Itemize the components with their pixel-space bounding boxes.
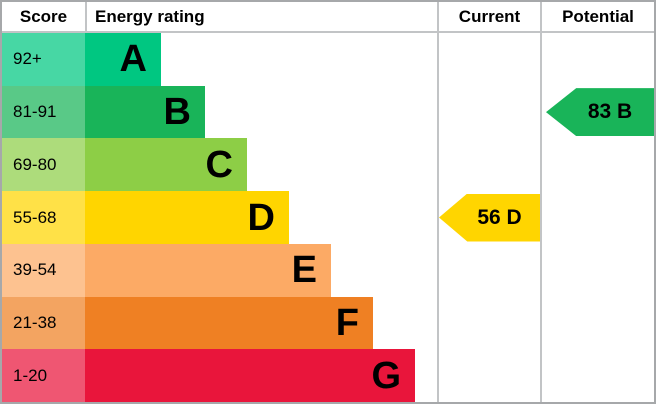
current-column-cell — [437, 296, 542, 350]
potential-column-cell — [542, 244, 654, 297]
current-column-cell — [437, 85, 542, 139]
current-column-cell — [437, 33, 542, 86]
rating-bar: E — [85, 243, 331, 297]
band-row-a: 92+ A — [2, 33, 654, 86]
score-range: 55-68 — [2, 191, 85, 244]
header-potential: Potential — [562, 6, 634, 26]
score-range: 81-91 — [2, 85, 85, 139]
potential-rating-arrow: 83 B — [546, 88, 654, 137]
potential-column-cell — [542, 33, 654, 86]
rating-bar-track: A — [85, 33, 437, 86]
band-row-e: 39-54 E — [2, 243, 654, 297]
rating-bar: C — [85, 138, 247, 192]
score-range: 1-20 — [2, 349, 85, 403]
rating-bar: A — [85, 33, 161, 86]
score-range: 69-80 — [2, 138, 85, 192]
rating-bar-track: E — [85, 243, 437, 297]
rating-bar: F — [85, 296, 373, 350]
current-column-cell — [437, 349, 542, 403]
potential-column-cell — [542, 349, 654, 402]
current-column-cell: 56 D — [437, 191, 542, 244]
header-score: Score — [19, 6, 68, 26]
header-current: Current — [437, 2, 542, 31]
rating-bar-track: F — [85, 296, 437, 350]
score-range: 92+ — [2, 33, 85, 86]
band-row-g: 1-20 G — [2, 349, 654, 403]
score-range: 39-54 — [2, 243, 85, 297]
band-row-c: 69-80 C — [2, 138, 654, 192]
potential-column-cell — [542, 191, 654, 244]
band-row-f: 21-38 F — [2, 296, 654, 350]
current-column-cell — [437, 138, 542, 192]
potential-column-cell — [542, 297, 654, 350]
current-column-cell — [437, 243, 542, 297]
rating-bar-track: D — [85, 191, 437, 244]
band-row-d: 55-68 D 56 D — [2, 191, 654, 244]
rating-bar-track: G — [85, 349, 437, 403]
rating-bar-track: B — [85, 85, 437, 139]
rating-bar: D — [85, 191, 289, 244]
score-range: 21-38 — [2, 296, 85, 350]
header-row: Score Energy rating Current Potential — [2, 2, 654, 33]
rating-bar: B — [85, 85, 205, 139]
potential-column-cell — [542, 138, 654, 191]
rating-bar-track: C — [85, 138, 437, 192]
current-rating-arrow: 56 D — [439, 193, 540, 242]
band-row-b: 81-91 B 83 B — [2, 85, 654, 139]
header-energy-rating: Energy rating — [85, 2, 437, 31]
potential-column-cell: 83 B — [542, 86, 654, 139]
rating-bar: G — [85, 349, 415, 403]
